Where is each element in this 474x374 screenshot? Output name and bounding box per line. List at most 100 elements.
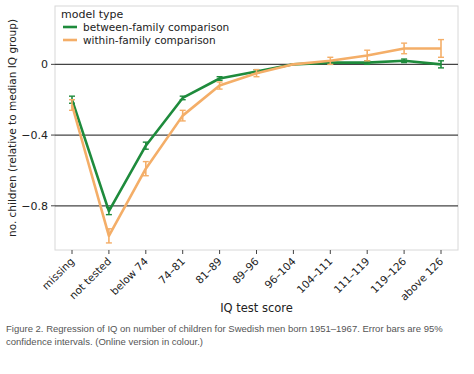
y-tick-label: −0.8	[21, 200, 48, 213]
error-bar-cap	[106, 242, 112, 243]
error-bar-cap	[217, 76, 223, 77]
error-bar-cap	[217, 81, 223, 82]
error-bar-cap	[180, 120, 186, 121]
y-tick-label: −0.4	[21, 129, 48, 142]
grid-line	[55, 134, 458, 135]
legend-swatch	[63, 39, 77, 42]
x-tick-label: 89–96	[230, 255, 261, 286]
error-bar	[290, 64, 296, 65]
error-bar-cap	[290, 64, 296, 65]
x-tick-label: 74–81	[156, 255, 187, 286]
grid-line	[55, 64, 458, 65]
error-bar-stem	[71, 100, 73, 111]
x-tick	[72, 250, 73, 254]
error-bar-cap	[401, 42, 407, 43]
error-bar-stem	[440, 40, 442, 58]
legend-swatch	[63, 26, 77, 29]
error-bar-cap	[401, 62, 407, 63]
x-tick	[330, 250, 331, 254]
error-bar-cap	[290, 64, 296, 65]
error-bar-stem	[329, 57, 331, 64]
error-bar-cap	[401, 53, 407, 54]
series-line	[72, 61, 441, 211]
error-bar-stem	[256, 70, 258, 77]
error-bar-stem	[108, 229, 110, 243]
error-bar	[217, 82, 223, 89]
error-bar	[143, 142, 149, 149]
error-bar	[364, 61, 370, 65]
error-bar-cap	[180, 110, 186, 111]
error-bar-stem	[182, 110, 184, 121]
x-tick-label: 81–89	[193, 255, 224, 286]
error-bar-cap	[69, 110, 75, 111]
error-bar	[254, 70, 260, 77]
x-tick-label: above 126	[398, 255, 446, 303]
y-tick	[51, 205, 55, 206]
legend-title: model type	[61, 8, 124, 21]
error-bar-cap	[143, 149, 149, 150]
error-bar-cap	[254, 76, 260, 77]
error-bar-cap	[327, 64, 333, 65]
error-bar	[290, 64, 296, 65]
error-bar-cap	[438, 57, 444, 58]
error-bar-cap	[106, 214, 112, 215]
error-bar-cap	[69, 95, 75, 96]
x-tick-label: below 74	[108, 255, 150, 297]
error-bar	[401, 59, 407, 63]
x-tick	[293, 250, 294, 254]
x-tick	[367, 250, 368, 254]
legend-entry: between-family comparison	[83, 21, 229, 33]
error-bar	[106, 229, 112, 243]
error-bar-stem	[145, 142, 147, 149]
error-bar-cap	[180, 99, 186, 100]
legend-entry: within-family comparison	[83, 34, 216, 46]
error-bar-cap	[254, 69, 260, 70]
error-bar-stem	[440, 61, 442, 68]
error-bar	[143, 162, 149, 176]
y-tick	[51, 135, 55, 136]
error-bar	[106, 208, 112, 215]
error-bar	[180, 110, 186, 121]
legend: model typebetween-family comparisonwithi…	[61, 8, 229, 46]
plot-frame	[55, 6, 458, 250]
error-bar-cap	[364, 64, 370, 65]
y-tick	[51, 64, 55, 65]
error-bar	[364, 50, 370, 61]
y-axis-label: no. children (relative to median IQ grou…	[6, 19, 18, 237]
y-tick-label: 0	[41, 58, 48, 71]
error-bar-cap	[143, 141, 149, 142]
error-bar-cap	[364, 60, 370, 61]
error-bar-stem	[219, 82, 221, 89]
x-tick-label: not tested	[67, 255, 114, 302]
error-bar-cap	[438, 67, 444, 68]
x-tick	[182, 250, 183, 254]
error-bar-cap	[364, 60, 370, 61]
error-bar-cap	[438, 39, 444, 40]
grid-line	[55, 205, 458, 206]
x-tick-label: missing	[39, 255, 76, 292]
error-bar-cap	[217, 80, 223, 81]
error-bar-cap	[327, 57, 333, 58]
error-bar	[438, 40, 444, 58]
error-bar-stem	[366, 50, 368, 61]
error-bar	[180, 96, 186, 100]
x-tick-label: 104–111	[294, 255, 335, 296]
error-bar-cap	[106, 228, 112, 229]
error-bar-cap	[401, 58, 407, 59]
x-tick-label: 96–104	[262, 255, 298, 291]
error-bar-cap	[290, 64, 296, 65]
x-axis-label: IQ test score	[220, 301, 293, 315]
error-bar-cap	[217, 88, 223, 89]
series-line	[72, 48, 441, 235]
caption: Figure 2. Regression of IQ on number of …	[6, 322, 468, 348]
error-bar-cap	[143, 175, 149, 176]
x-tick	[219, 250, 220, 254]
x-tick-label: 111–119	[331, 255, 372, 296]
x-tick	[404, 250, 405, 254]
x-tick	[256, 250, 257, 254]
error-bar	[401, 43, 407, 54]
error-bar	[438, 61, 444, 68]
error-bar-cap	[364, 50, 370, 51]
error-bar-cap	[143, 161, 149, 162]
error-bar-cap	[69, 99, 75, 100]
